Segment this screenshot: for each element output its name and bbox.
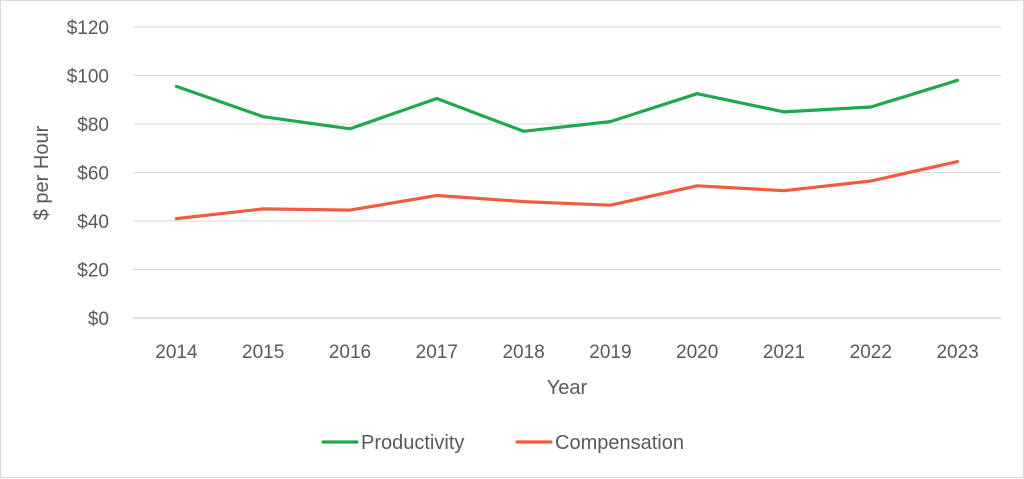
x-tick-label: 2019 (589, 342, 631, 363)
x-tick-label: 2017 (416, 342, 458, 363)
x-tick-label: 2014 (155, 342, 198, 363)
y-tick-label: $100 (67, 67, 109, 88)
y-tick-label: $60 (77, 164, 109, 185)
x-tick-label: 2023 (936, 342, 978, 363)
legend-label-compensation: Compensation (555, 432, 684, 454)
y-tick-label: $20 (77, 261, 109, 282)
x-tick-label: 2018 (502, 342, 544, 363)
series-lines (174, 78, 960, 221)
y-axis-title: $ per Hour (31, 125, 53, 220)
x-tick-label: 2020 (676, 342, 718, 363)
series-line-productivity (174, 78, 960, 133)
x-axis-tick-labels: 2014 2015 2016 2017 2018 2019 2020 2021 2022 2023 (155, 342, 978, 363)
legend: Productivity Compensation (321, 432, 684, 454)
series-line-compensation (174, 160, 960, 221)
y-tick-label: $40 (77, 212, 109, 233)
x-tick-label: 2015 (242, 342, 284, 363)
y-axis-tick-labels: $0 $20 $40 $60 $80 $100 $120 (67, 18, 109, 330)
x-tick-label: 2021 (763, 342, 805, 363)
x-tick-label: 2022 (850, 342, 892, 363)
legend-label-productivity: Productivity (361, 432, 464, 454)
x-tick-label: 2016 (329, 342, 371, 363)
y-tick-label: $80 (77, 115, 109, 136)
y-tick-label: $0 (88, 309, 109, 330)
gridlines (133, 26, 1001, 319)
x-axis-title: Year (547, 377, 588, 399)
y-tick-label: $120 (67, 18, 109, 39)
